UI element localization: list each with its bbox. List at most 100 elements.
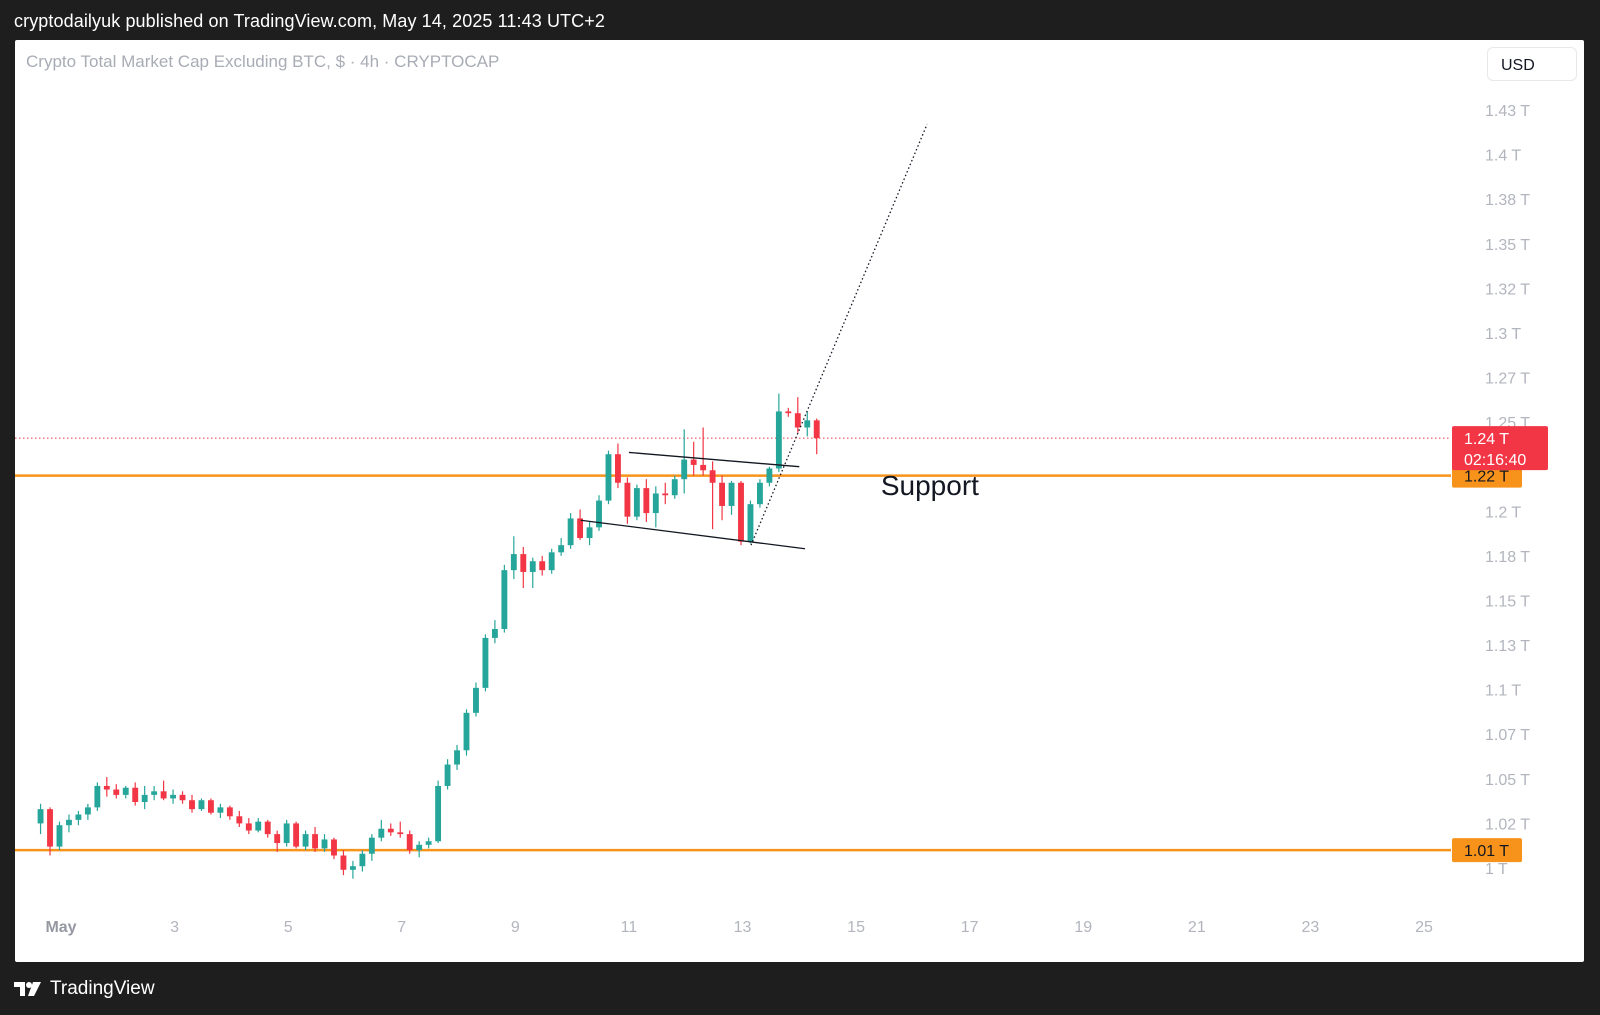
candle-up [491,629,498,638]
candle-down [293,823,300,847]
last-price-tag [1452,426,1548,471]
y-tick-label: 1 T [1485,861,1508,878]
candle-down [662,493,669,496]
candle-up [567,518,574,546]
y-tick-label: 1.13 T [1485,638,1530,655]
candle-down [709,470,716,483]
last-price-label: 1.24 T [1464,431,1509,448]
candle-down [624,482,631,517]
candle-up [66,819,72,826]
candle-down [179,794,186,801]
y-tick-label: 1.3 T [1485,326,1521,343]
candle-up [747,504,754,542]
x-tick-label: 19 [1074,919,1092,936]
candle-up [255,821,262,831]
x-tick-label: 17 [961,919,979,936]
symbol-legend: Crypto Total Market Cap Excluding BTC, $… [26,52,500,71]
x-tick-label: 3 [170,919,179,936]
y-tick-label: 1.43 T [1485,103,1530,120]
candle-up [775,411,782,469]
candle-up [435,785,442,842]
trendlines-layer [580,124,928,550]
candle-down [226,807,233,817]
y-tick-label: 1.18 T [1485,549,1530,566]
candle-up [84,807,91,815]
candle-down [643,488,650,514]
candle-down [794,413,801,428]
candle-down [340,855,347,870]
channel-trendline [628,451,800,468]
candle-down [132,787,139,803]
candle-up [416,844,423,851]
candle-down [719,482,726,506]
candle-down [113,789,120,795]
y-tick-label: 1.32 T [1485,281,1530,298]
candle-up [728,482,735,506]
candle-down [406,834,413,851]
candle-up [681,459,688,480]
x-tick-label: 11 [621,919,638,936]
x-tick-label: 23 [1302,919,1320,936]
candle-up [141,794,148,803]
x-tick-label: 5 [284,919,293,936]
candle-up [482,637,489,688]
y-tick-label: 1.27 T [1485,371,1530,388]
candle-down [207,800,214,813]
candle-down [264,821,271,835]
candle-up [444,764,451,786]
tradingview-logo-icon [14,982,41,996]
candle-up [75,814,82,820]
candle-up [151,791,158,795]
projection-line [750,124,928,546]
candle-down [236,816,243,824]
candle-down [539,561,546,571]
candle-up [652,493,659,514]
candle-up [349,866,356,870]
candle-up [56,825,63,847]
x-tick-label: 9 [511,919,520,936]
candle-up [425,841,432,845]
candle-up [473,687,479,713]
bar-countdown: 02:16:40 [1464,452,1526,469]
candle-down [160,791,167,799]
candle-up [510,554,517,571]
channel-trendline [580,519,806,550]
y-tick-label: 1.38 T [1485,192,1530,209]
candle-up [596,500,602,528]
levels-layer [15,437,1451,852]
candle-up [529,561,536,572]
candle-down [690,459,697,465]
candle-up [198,800,205,810]
candle-down [245,823,252,831]
candle-up [633,488,640,517]
candle-down [189,800,195,810]
x-tick-label: 13 [734,919,752,936]
currency-button[interactable]: USD [1487,47,1577,81]
x-tick-label: 7 [397,919,406,936]
candle-up [283,823,290,844]
candle-up [454,750,460,765]
candle-down [331,839,337,856]
y-tick-label: 1.1 T [1485,683,1521,700]
tradingview-brand[interactable]: TradingView [14,978,155,1000]
candle-down [577,518,584,539]
grid-layer: 1 T 1.02 T 1.05 T 1.07 T 1.1 T 1.13 T 1.15 T 1.… [45,103,1530,936]
y-tick-label: 1.15 T [1485,593,1530,610]
candle-up [766,468,773,483]
y-tick-label: 1.02 T [1485,816,1530,833]
candle-up [586,527,593,539]
candle-down [103,785,110,790]
candle-down [700,464,707,471]
candles-layer [37,393,820,879]
y-tick-label: 1.2 T [1485,504,1521,521]
candle-down [738,482,744,542]
chart-panel[interactable]: 1 T 1.02 T 1.05 T 1.07 T 1.1 T 1.13 T 1.15 T 1.… [15,40,1584,962]
candle-up [463,712,470,751]
candle-up [368,837,375,854]
x-tick-label: 15 [847,919,865,936]
candlestick-chart[interactable]: 1 T1.02 T1.05 T1.07 T1.1 T1.13 T1.15 T1.… [15,40,1584,962]
candle-down [615,454,621,483]
support-level-label: 1.01 T [1464,843,1509,860]
x-tick-label: May [45,919,76,936]
support-level-tag [1452,838,1522,863]
